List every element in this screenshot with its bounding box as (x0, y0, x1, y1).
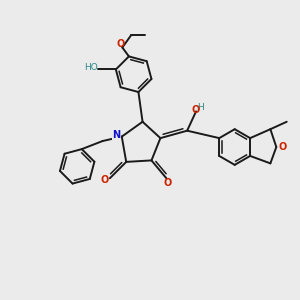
Text: HO: HO (85, 64, 98, 73)
Text: O: O (100, 175, 109, 185)
Text: O: O (164, 178, 172, 188)
Text: O: O (191, 105, 200, 115)
Text: H: H (197, 103, 204, 112)
Text: O: O (117, 39, 125, 49)
Text: N: N (112, 130, 121, 140)
Text: O: O (279, 142, 287, 152)
